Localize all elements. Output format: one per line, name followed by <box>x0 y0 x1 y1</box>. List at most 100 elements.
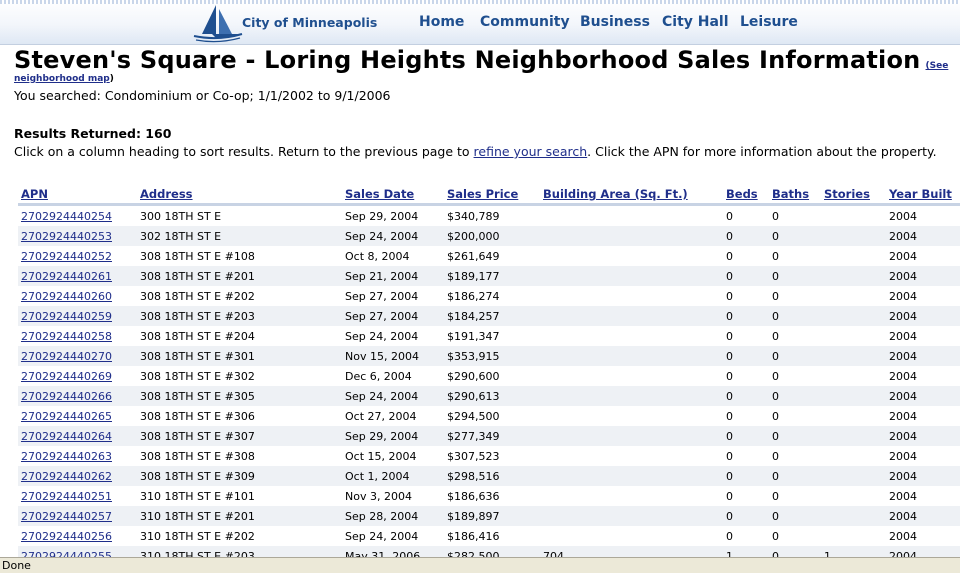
cell-year-built: 2004 <box>886 266 960 286</box>
cell-apn[interactable]: 2702924440258 <box>18 326 137 346</box>
cell-baths: 0 <box>769 226 821 246</box>
col-header-sales-price[interactable]: Sales Price <box>444 185 540 206</box>
cell-apn[interactable]: 2702924440251 <box>18 486 137 506</box>
cell-sales-price: $353,915 <box>444 346 540 366</box>
cell-beds: 1 <box>723 546 769 557</box>
cell-apn[interactable]: 2702924440262 <box>18 466 137 486</box>
apn-link[interactable]: 2702924440269 <box>21 369 112 383</box>
table-row: 2702924440253 302 18TH ST E Sep 24, 2004 $2… <box>18 226 960 246</box>
cell-apn[interactable]: 2702924440263 <box>18 446 137 466</box>
instructions-text: Click on a column heading to sort result… <box>14 144 937 159</box>
cell-sales-date: Oct 15, 2004 <box>345 449 417 463</box>
cell-apn[interactable]: 2702924440261 <box>18 266 137 286</box>
cell-stories <box>821 506 886 526</box>
cell-beds: 0 <box>723 426 769 446</box>
apn-link[interactable]: 2702924440262 <box>21 469 112 483</box>
col-header-year-built[interactable]: Year Built <box>886 185 960 206</box>
cell-sales-date: Sep 24, 2004 <box>342 386 444 406</box>
cell-apn[interactable]: 2702924440266 <box>18 386 137 406</box>
apn-link[interactable]: 2702924440266 <box>21 389 112 403</box>
cell-apn[interactable]: 2702924440269 <box>18 366 137 386</box>
cell-address: 308 18TH ST E #309 <box>137 466 342 486</box>
apn-link[interactable]: 2702924440257 <box>21 509 112 523</box>
city-logo-text[interactable]: City of Minneapolis <box>242 15 378 30</box>
apn-link[interactable]: 2702924440265 <box>21 409 112 423</box>
cell-sales-date: Sep 24, 2004 <box>345 329 419 343</box>
cell-apn[interactable]: 2702924440254 <box>18 205 137 227</box>
cell-building-area <box>540 506 723 526</box>
col-header-sales-date[interactable]: Sales Date <box>342 185 444 206</box>
cell-address: 310 18TH ST E #101 <box>140 489 255 503</box>
cell-building-area <box>540 266 723 286</box>
table-row: 2702924440260 308 18TH ST E #202 Sep 27, 2… <box>18 286 960 306</box>
cell-beds: 0 <box>726 249 733 263</box>
browser-viewport: City of Minneapolis Home Community Busin… <box>0 0 960 557</box>
col-header-address[interactable]: Address <box>137 185 342 206</box>
nav-home[interactable]: Home <box>419 14 465 30</box>
col-header-stories[interactable]: Stories <box>821 185 886 206</box>
cell-stories <box>821 366 886 386</box>
apn-link[interactable]: 2702924440270 <box>21 349 112 363</box>
cell-baths: 0 <box>772 489 779 503</box>
cell-apn[interactable]: 2702924440253 <box>18 226 137 246</box>
cell-apn[interactable]: 2702924440259 <box>18 306 137 326</box>
col-header-baths[interactable]: Baths <box>769 185 821 206</box>
apn-link[interactable]: 2702924440258 <box>21 329 112 343</box>
table-row: 2702924440262 308 18TH ST E #309 Oct 1, 20… <box>18 466 960 486</box>
apn-link[interactable]: 2702924440264 <box>21 429 112 443</box>
apn-link[interactable]: 2702924440260 <box>21 289 112 303</box>
nav-city-hall[interactable]: City Hall <box>662 14 729 30</box>
col-header-apn[interactable]: APN <box>18 185 137 206</box>
nav-community[interactable]: Community <box>480 14 570 30</box>
cell-apn[interactable]: 2702924440265 <box>18 406 137 426</box>
cell-apn[interactable]: 2702924440256 <box>18 526 137 546</box>
cell-apn[interactable]: 2702924440255 <box>18 546 137 557</box>
apn-link[interactable]: 2702924440263 <box>21 449 112 463</box>
cell-apn[interactable]: 2702924440257 <box>18 506 137 526</box>
col-header-beds[interactable]: Beds <box>723 185 769 206</box>
table-header-row: APN Address Sales Date Sales Price Build… <box>18 185 960 206</box>
cell-baths: 0 <box>772 329 779 343</box>
cell-address: 310 18TH ST E #201 <box>137 506 342 526</box>
apn-link[interactable]: 2702924440261 <box>21 269 112 283</box>
city-logo-icon[interactable] <box>192 3 244 43</box>
neighborhood-map-link-start[interactable]: (See <box>925 61 949 71</box>
apn-link[interactable]: 2702924440256 <box>21 529 112 543</box>
nav-business[interactable]: Business <box>580 14 650 30</box>
instructions-before: Click on a column heading to sort result… <box>14 144 474 159</box>
apn-link[interactable]: 2702924440251 <box>21 489 112 503</box>
cell-building-area <box>540 426 723 446</box>
cell-stories <box>821 386 886 406</box>
apn-link[interactable]: 2702924440252 <box>21 249 112 263</box>
table-row: 2702924440254 300 18TH ST E Sep 29, 2004 $3… <box>18 205 960 227</box>
cell-building-area <box>540 306 723 326</box>
cell-building-area <box>540 326 723 346</box>
cell-sales-price: $189,897 <box>444 506 540 526</box>
cell-apn[interactable]: 2702924440264 <box>18 426 137 446</box>
cell-sales-date: Sep 28, 2004 <box>342 506 444 526</box>
cell-building-area <box>540 346 723 366</box>
cell-year-built: 2004 <box>886 506 960 526</box>
col-header-building-area[interactable]: Building Area (Sq. Ft.) <box>540 185 723 206</box>
cell-sales-date: Oct 8, 2004 <box>345 249 410 263</box>
cell-apn[interactable]: 2702924440260 <box>18 286 137 306</box>
neighborhood-map-link[interactable]: neighborhood map <box>14 74 110 84</box>
cell-beds: 0 <box>726 529 733 543</box>
apn-link[interactable]: 2702924440259 <box>21 309 112 323</box>
nav-leisure[interactable]: Leisure <box>740 14 798 30</box>
cell-stories <box>821 486 886 506</box>
refine-search-link[interactable]: refine your search <box>473 144 588 159</box>
cell-baths: 0 <box>769 266 821 286</box>
apn-link[interactable]: 2702924440254 <box>21 209 112 223</box>
cell-stories <box>821 406 886 426</box>
cell-apn[interactable]: 2702924440252 <box>18 246 137 266</box>
cell-sales-price: $294,500 <box>447 409 500 423</box>
cell-building-area <box>540 406 723 426</box>
cell-sales-date: Oct 27, 2004 <box>345 409 417 423</box>
apn-link[interactable]: 2702924440255 <box>21 549 112 558</box>
cell-building-area <box>540 526 723 546</box>
table-row: 2702924440255 310 18TH ST E #203 May 31, 2… <box>18 546 960 557</box>
cell-stories <box>821 346 886 366</box>
cell-apn[interactable]: 2702924440270 <box>18 346 137 366</box>
apn-link[interactable]: 2702924440253 <box>21 229 112 243</box>
